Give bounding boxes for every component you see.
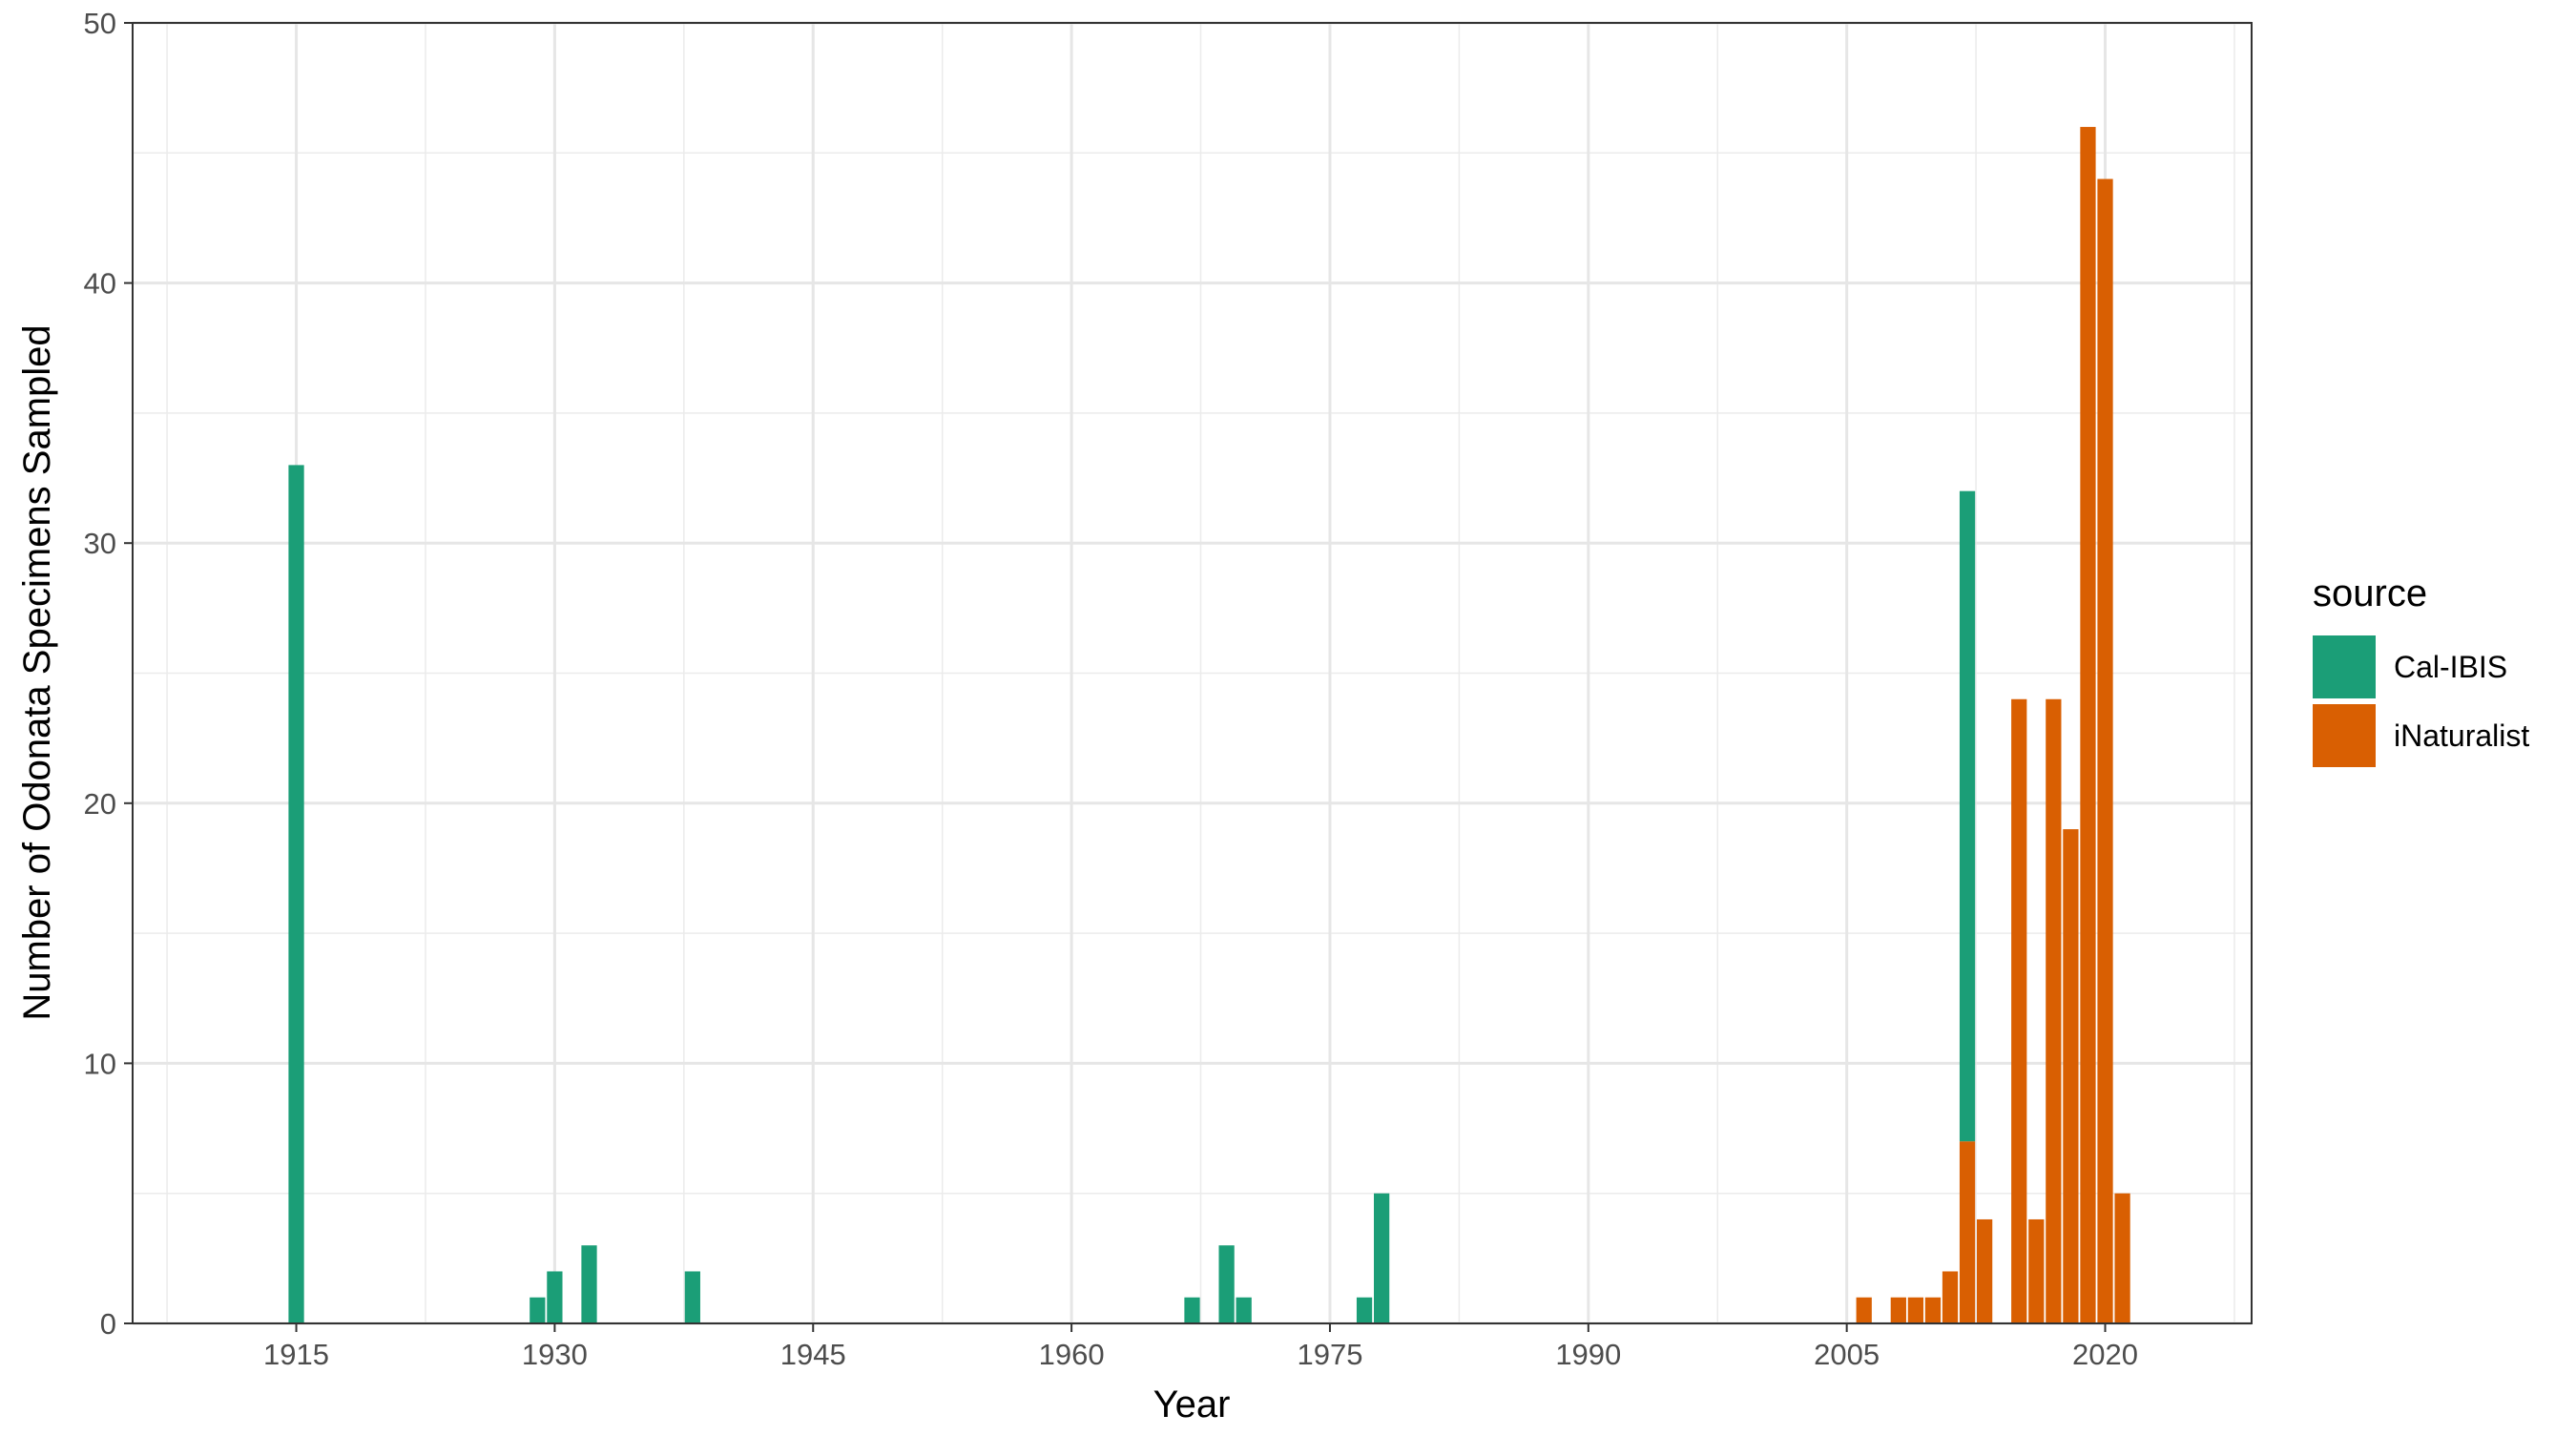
minor-gridlines [133,23,2252,1323]
y-tick-label: 30 [84,527,116,560]
bar-inaturalist-2011 [1942,1271,1959,1323]
bar-inaturalist-2020 [2097,178,2113,1323]
bar-cal-ibis-2012 [1959,490,1976,1142]
bar-cal-ibis-1930 [547,1271,563,1323]
bar-inaturalist-2018 [2063,829,2079,1323]
bar-cal-ibis-1967 [1184,1297,1200,1323]
y-tick-label: 40 [84,267,116,301]
bar-inaturalist-2017 [2046,698,2062,1323]
x-tick-label: 1960 [1039,1338,1105,1371]
bar-inaturalist-2006 [1856,1297,1872,1323]
bar-inaturalist-2010 [1924,1297,1942,1323]
bar-cal-ibis-1970 [1236,1297,1252,1323]
bar-cal-ibis-1969 [1218,1245,1235,1323]
x-tick-label: 2005 [1814,1338,1880,1371]
x-axis-title: Year [1153,1384,1231,1426]
bar-inaturalist-2013 [1976,1218,1993,1323]
x-tick-label: 1930 [522,1338,588,1371]
legend-label-cal-ibis: Cal-IBIS [2394,650,2507,684]
bar-inaturalist-2016 [2028,1218,2045,1323]
x-tick-label: 2020 [2072,1338,2138,1371]
bar-inaturalist-2012 [1959,1141,1976,1323]
y-axis-title: Number of Odonata Specimens Sampled [16,324,58,1020]
y-tick-label: 20 [84,787,116,821]
legend-items: Cal-IBIS iNaturalist [2313,635,2529,767]
x-tick-label: 1945 [780,1338,846,1371]
bar-inaturalist-2009 [1907,1297,1924,1323]
bar-cal-ibis-1929 [530,1297,546,1323]
y-tick-label: 10 [84,1047,116,1080]
y-tick-label: 0 [100,1307,116,1341]
bars [288,127,2130,1323]
y-axis: 0 10 20 30 40 50 [84,7,133,1341]
bar-cal-ibis-1978 [1374,1193,1390,1323]
x-axis: 1915 1930 1945 1960 1975 1990 2005 2020 [263,1323,2138,1371]
panel-border [132,22,2253,1324]
x-tick-label: 1915 [263,1338,329,1371]
bar-cal-ibis-1932 [581,1245,597,1323]
bar-cal-ibis-1938 [684,1271,700,1323]
legend-key-cal-ibis [2313,635,2376,698]
bar-inaturalist-2019 [2080,127,2096,1323]
legend-key-inaturalist [2313,704,2376,767]
y-tick-label: 50 [84,7,116,40]
bar-inaturalist-2021 [2114,1193,2130,1323]
legend-label-inaturalist: iNaturalist [2394,718,2529,753]
bar-cal-ibis-1977 [1356,1297,1373,1323]
legend-title: source [2313,572,2427,614]
legend: source Cal-IBIS iNaturalist [2313,572,2529,767]
bar-cal-ibis-1915 [288,465,304,1323]
x-tick-label: 1975 [1297,1338,1362,1371]
bar-inaturalist-2008 [1890,1297,1906,1323]
bar-inaturalist-2015 [2011,698,2027,1323]
x-tick-label: 1990 [1555,1338,1621,1371]
